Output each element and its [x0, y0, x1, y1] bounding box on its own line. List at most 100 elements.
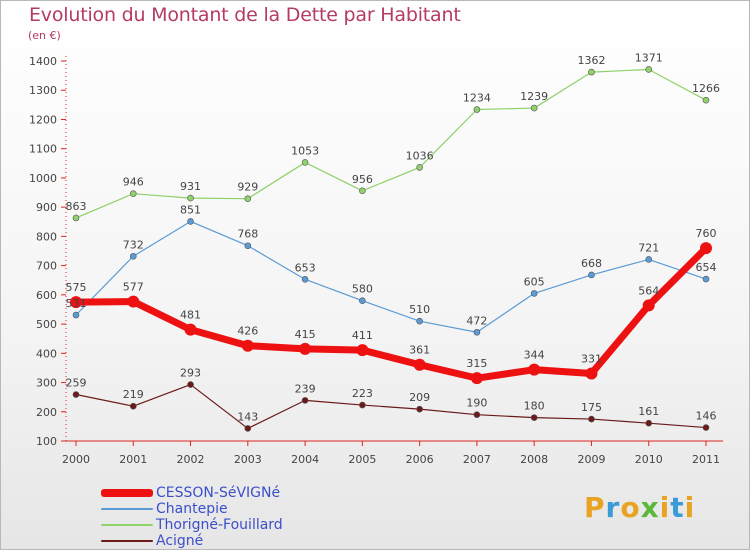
data-point	[359, 297, 366, 304]
data-label: 580	[352, 283, 373, 296]
data-point	[187, 381, 194, 388]
data-point	[530, 104, 538, 112]
data-label: 732	[123, 238, 144, 251]
data-label: 760	[696, 227, 717, 240]
data-point	[72, 214, 80, 222]
x-tick-label: 2004	[291, 453, 319, 466]
series-line	[72, 244, 710, 382]
data-point	[470, 372, 483, 385]
data-label: 415	[295, 328, 316, 341]
data-point	[127, 295, 140, 308]
data-label: 1234	[463, 92, 491, 105]
data-point	[359, 187, 366, 195]
data-label: 721	[638, 241, 659, 254]
data-label: 510	[409, 303, 430, 316]
x-tick-label: 2010	[635, 453, 663, 466]
data-point	[528, 363, 541, 376]
data-label: 293	[180, 367, 201, 380]
legend-item: Acigné	[101, 533, 283, 549]
y-tick-label: 1200	[29, 113, 57, 126]
y-tick-label: 600	[36, 289, 57, 302]
data-point	[244, 242, 252, 250]
x-tick-label: 2002	[177, 453, 205, 466]
data-label: 931	[180, 180, 201, 193]
data-point	[700, 242, 712, 255]
data-label: 653	[295, 261, 316, 274]
data-label: 146	[696, 410, 717, 423]
legend-label: Thorigné-Fouillard	[156, 517, 283, 533]
data-point	[301, 397, 309, 404]
data-point	[645, 419, 653, 427]
data-label: 564	[638, 284, 659, 297]
data-label: 654	[696, 261, 717, 274]
data-label: 929	[237, 181, 258, 194]
data-label: 575	[66, 281, 87, 294]
data-label: 190	[466, 397, 487, 410]
data-point	[416, 405, 423, 413]
legend-swatch	[101, 540, 153, 542]
data-point	[642, 299, 655, 312]
logo-letter: i	[659, 491, 671, 524]
data-label: 851	[180, 203, 201, 216]
data-point	[241, 339, 254, 352]
data-point	[473, 328, 481, 336]
legend-swatch	[101, 508, 153, 510]
y-tick-label: 1000	[29, 172, 57, 185]
data-label: 1362	[577, 54, 605, 67]
y-tick-label: 800	[36, 230, 57, 243]
data-point	[301, 159, 309, 166]
data-label: 209	[409, 391, 430, 404]
data-label: 259	[66, 377, 87, 390]
data-label: 426	[237, 325, 258, 338]
data-label: 668	[581, 257, 602, 270]
data-point	[416, 164, 423, 171]
logo-letter: x	[640, 491, 660, 524]
data-label: 472	[466, 314, 487, 327]
logo-letter: r	[605, 491, 621, 524]
data-label: 1371	[635, 51, 663, 64]
data-point	[702, 96, 710, 104]
x-tick-label: 2000	[62, 453, 90, 466]
data-point	[473, 106, 481, 113]
data-label: 577	[123, 281, 144, 294]
logo-letter: P	[584, 491, 606, 524]
y-tick-label: 1400	[29, 55, 57, 68]
data-label: 1053	[291, 144, 319, 157]
x-tick-label: 2011	[692, 453, 720, 466]
x-tick-label: 2003	[234, 453, 262, 466]
data-point	[473, 411, 481, 418]
data-point	[645, 256, 653, 263]
data-point	[301, 276, 309, 283]
data-point	[129, 402, 137, 410]
data-label: 161	[638, 405, 659, 418]
y-tick-label: 200	[36, 406, 57, 419]
data-label: 1266	[692, 82, 720, 95]
data-label: 481	[180, 309, 201, 322]
data-point	[184, 323, 197, 336]
data-label: 143	[237, 410, 258, 423]
data-label: 1036	[406, 149, 434, 162]
x-tick-label: 2006	[406, 453, 434, 466]
data-label: 239	[295, 382, 316, 395]
data-point	[359, 401, 366, 409]
x-tick-label: 2001	[119, 453, 147, 466]
y-tick-label: 1100	[29, 143, 57, 156]
y-tick-label: 700	[36, 260, 57, 273]
legend-label: Chantepie	[156, 501, 228, 517]
legend-label: CESSON-SéVIGNé	[156, 485, 281, 501]
data-point	[72, 391, 80, 398]
legend-item: CESSON-SéVIGNé	[101, 485, 283, 501]
data-label: 361	[409, 344, 430, 357]
data-label: 768	[237, 228, 258, 241]
data-label: 219	[123, 388, 144, 401]
data-point	[70, 296, 82, 309]
data-point	[413, 358, 426, 371]
data-label: 175	[581, 401, 602, 414]
series-line	[75, 220, 707, 333]
logo-letter: t	[670, 491, 685, 524]
x-tick-label: 2005	[348, 453, 376, 466]
data-label: 531	[66, 297, 87, 310]
y-tick-label: 1300	[29, 84, 57, 97]
data-point	[416, 317, 423, 325]
